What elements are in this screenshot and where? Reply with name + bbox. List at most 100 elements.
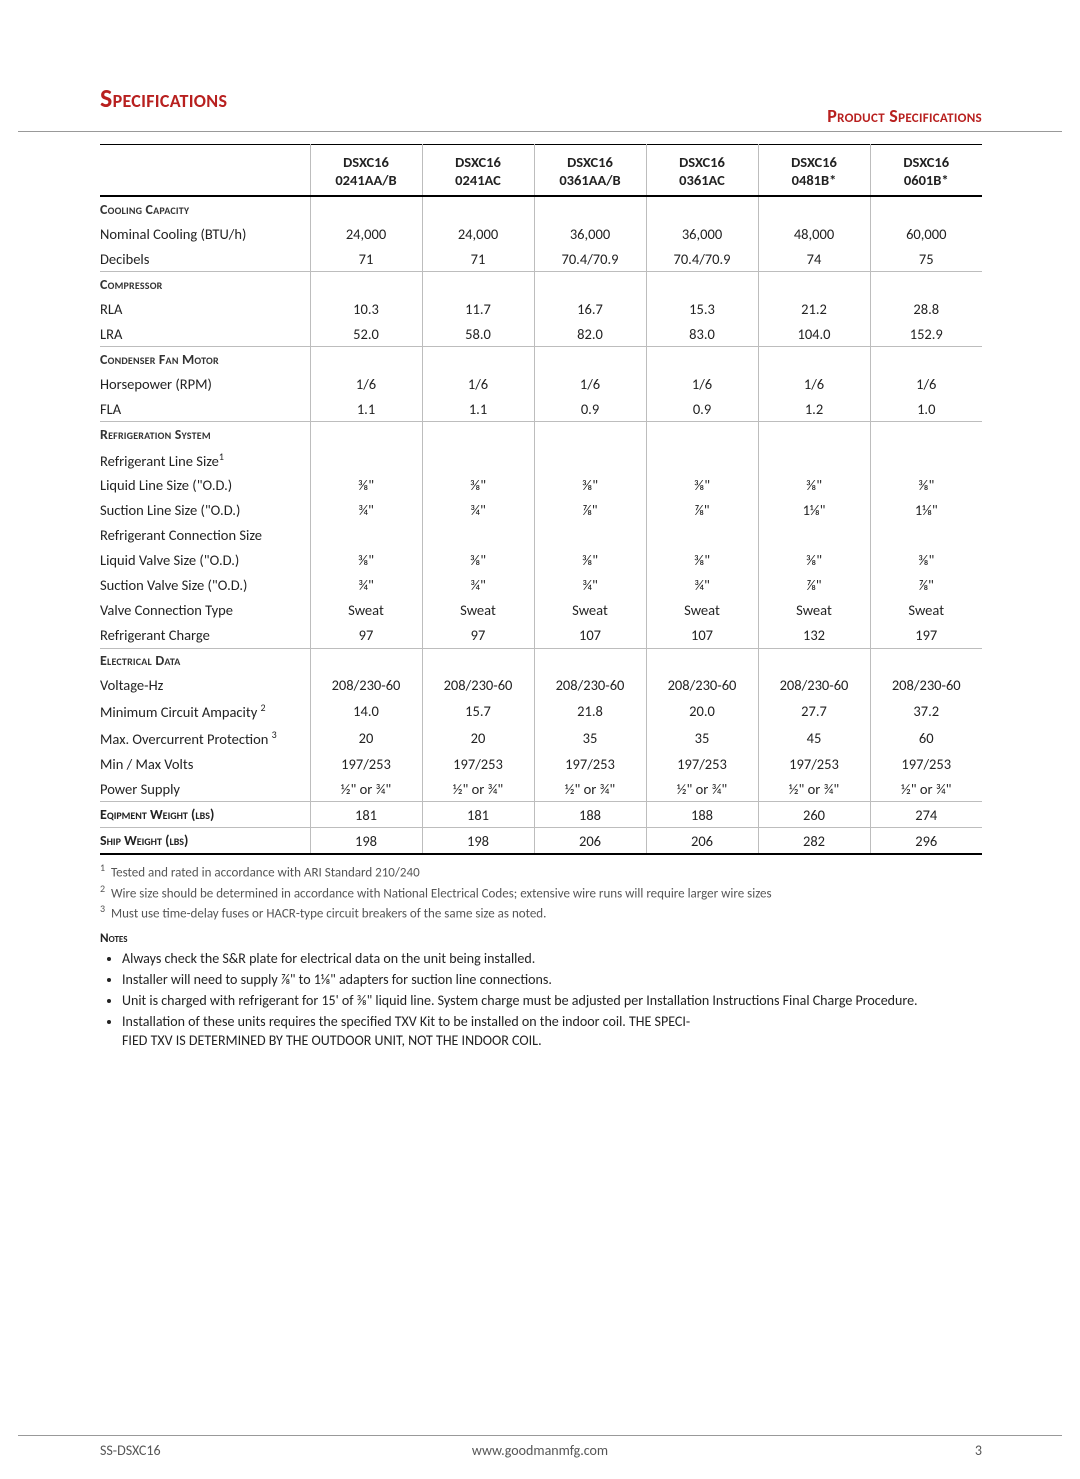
section-header-cell [422,272,534,297]
table-row: Suction Line Size ("O.D.)¾"¾"⅞"⅞"1⅛"1⅛" [100,498,982,523]
spec-col-1: DSXC160241AC [422,145,534,197]
row-value [758,446,870,473]
summary-value: 206 [646,828,758,855]
row-value [534,446,646,473]
table-row: Horsepower (RPM)1/61/61/61/61/61/6 [100,371,982,396]
row-value: ⅜" [646,548,758,573]
row-value: 197/253 [646,751,758,776]
summary-value: 198 [422,828,534,855]
note-item: Unit is charged with refrigerant for 15'… [122,992,982,1011]
note-item: Installation of these units requires the… [122,1013,982,1051]
row-value: Sweat [646,598,758,623]
row-value: 16.7 [534,296,646,321]
notes-list: Always check the S&R plate for electrica… [100,950,982,1050]
row-value: 21.8 [534,698,646,725]
row-value: 0.9 [646,396,758,422]
row-value: ¾" [422,573,534,598]
row-value: ⅜" [646,473,758,498]
table-row: RLA10.311.716.715.321.228.8 [100,296,982,321]
section-header-label: Compressor [100,272,310,297]
row-value: ⅞" [646,498,758,523]
section-header-cell [422,422,534,447]
row-value: 197 [870,623,982,649]
table-row: Minimum Circuit Ampacity 214.015.721.820… [100,698,982,725]
row-label: Refrigerant Line Size1 [100,446,310,473]
row-value: Sweat [870,598,982,623]
row-label: Decibels [100,246,310,272]
row-value: ½" or ¾" [646,776,758,802]
section-header-cell [422,648,534,673]
row-label: Horsepower (RPM) [100,371,310,396]
row-value: 75 [870,246,982,272]
row-value: ½" or ¾" [758,776,870,802]
row-value: 11.7 [422,296,534,321]
footnote-3: 3 Must use time-delay fuses or HACR-type… [100,902,982,921]
row-label: Valve Connection Type [100,598,310,623]
header-product-specifications: Product Specifications [827,105,982,127]
table-row: Liquid Valve Size ("O.D.)⅜"⅜"⅜"⅜"⅜"⅜" [100,548,982,573]
table-row: Refrigerant Connection Size [100,523,982,548]
row-value: 197/253 [758,751,870,776]
row-value: 15.7 [422,698,534,725]
row-value: 208/230-60 [534,673,646,698]
row-value: 60,000 [870,221,982,246]
row-value: 21.2 [758,296,870,321]
spec-col-0: DSXC160241AA/B [310,145,422,197]
row-label: Refrigerant Charge [100,623,310,649]
row-label: RLA [100,296,310,321]
section-header-cell [646,272,758,297]
row-value: ⅜" [534,548,646,573]
row-value: 104.0 [758,321,870,347]
section-header-cell [758,347,870,372]
row-value: ⅜" [758,473,870,498]
spec-header-row: DSXC160241AA/B DSXC160241AC DSXC160361AA… [100,145,982,197]
summary-value: 274 [870,802,982,828]
summary-value: 282 [758,828,870,855]
row-label: Power Supply [100,776,310,802]
summary-row: Ship Weight (lbs)198198206206282296 [100,828,982,855]
row-value: ⅞" [870,573,982,598]
spec-col-4: DSXC160481B* [758,145,870,197]
section-header-row: Condenser Fan Motor [100,347,982,372]
note-item: Installer will need to supply ⅞" to 1⅛" … [122,971,982,990]
section-header-label: Cooling Capacity [100,196,310,221]
row-value: 197/253 [422,751,534,776]
spec-header-blank [100,145,310,197]
row-value: 82.0 [534,321,646,347]
row-value: 107 [534,623,646,649]
table-row: Suction Valve Size ("O.D.)¾"¾"¾"¾"⅞"⅞" [100,573,982,598]
row-value: 24,000 [422,221,534,246]
row-value: 35 [534,725,646,752]
row-value: 1.0 [870,396,982,422]
row-label: Liquid Valve Size ("O.D.) [100,548,310,573]
row-value: 20 [422,725,534,752]
summary-value: 260 [758,802,870,828]
row-label: LRA [100,321,310,347]
table-row: LRA52.058.082.083.0104.0152.9 [100,321,982,347]
row-value: 208/230-60 [310,673,422,698]
section-header-cell [646,347,758,372]
row-value: 36,000 [534,221,646,246]
row-value: 208/230-60 [422,673,534,698]
footer-center: www.goodmanmfg.com [18,1442,1062,1459]
row-value: 45 [758,725,870,752]
row-value: ¾" [534,573,646,598]
row-value [870,446,982,473]
row-label: Suction Valve Size ("O.D.) [100,573,310,598]
row-label: Min / Max Volts [100,751,310,776]
section-header-cell [534,422,646,447]
row-value: ½" or ¾" [422,776,534,802]
row-value: 1/6 [310,371,422,396]
row-label: Suction Line Size ("O.D.) [100,498,310,523]
row-value: 71 [310,246,422,272]
row-value: ¾" [646,573,758,598]
section-header-row: Refrigeration System [100,422,982,447]
notes-heading: Notes [100,931,982,946]
row-value: 15.3 [646,296,758,321]
section-header-cell [310,347,422,372]
row-value: 37.2 [870,698,982,725]
footnote-1: 1 Tested and rated in accordance with AR… [100,861,982,880]
row-value: 97 [422,623,534,649]
footnote-2: 2 Wire size should be determined in acco… [100,882,982,901]
section-header-cell [422,196,534,221]
